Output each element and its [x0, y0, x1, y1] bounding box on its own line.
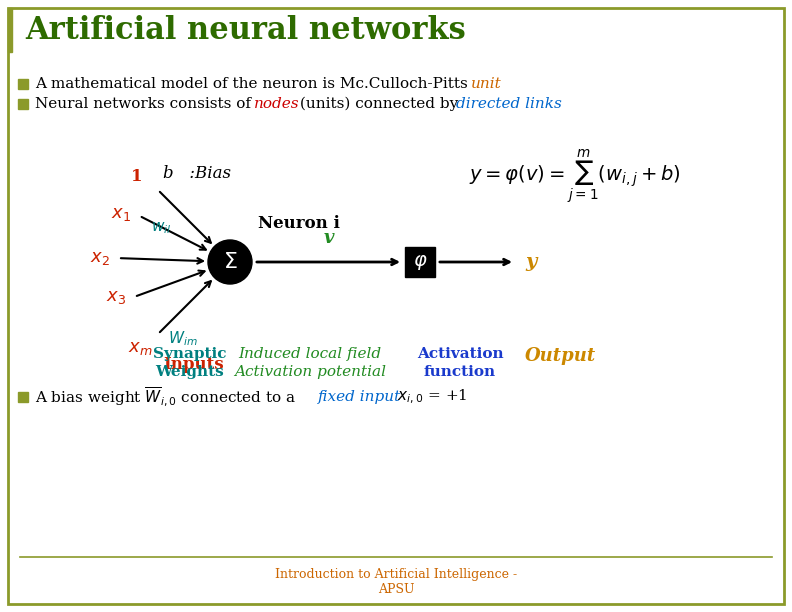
Text: 1: 1	[131, 168, 143, 185]
Text: $\Sigma$: $\Sigma$	[223, 252, 238, 272]
Text: Activation potential: Activation potential	[234, 365, 386, 379]
Text: Activation: Activation	[417, 347, 503, 361]
Text: Introduction to Artificial Intelligence -
APSU: Introduction to Artificial Intelligence …	[275, 568, 517, 596]
Text: function: function	[424, 365, 496, 379]
Text: b   :Bias: b :Bias	[163, 165, 231, 182]
Text: nodes: nodes	[254, 97, 299, 111]
Text: Inputs: Inputs	[163, 356, 223, 373]
Text: $x_2$: $x_2$	[90, 249, 110, 267]
Text: fixed input: fixed input	[318, 390, 402, 404]
Text: $x_{i,0}$ = +1: $x_{i,0}$ = +1	[393, 388, 467, 406]
Circle shape	[208, 240, 252, 284]
Text: (units) connected by: (units) connected by	[295, 97, 463, 111]
Bar	[8, 8, 12, 52]
Text: Output: Output	[524, 347, 596, 365]
Text: Artificial neural networks: Artificial neural networks	[25, 15, 466, 45]
Bar	[405, 247, 435, 277]
Text: unit: unit	[471, 77, 502, 91]
Text: $x_3$: $x_3$	[106, 288, 126, 306]
Text: Neuron i: Neuron i	[258, 215, 340, 232]
Text: $x_1$: $x_1$	[111, 204, 131, 223]
Text: $\varphi$: $\varphi$	[413, 253, 428, 272]
Text: $y = \varphi(v) = \sum_{j=1}^{m}(w_{i,j} + b)$: $y = \varphi(v) = \sum_{j=1}^{m}(w_{i,j}…	[469, 148, 681, 206]
Text: directed links: directed links	[456, 97, 562, 111]
Text: Weights: Weights	[155, 365, 224, 379]
Text: A mathematical model of the neuron is Mc.Culloch-Pitts: A mathematical model of the neuron is Mc…	[35, 77, 473, 91]
Text: $x_m$: $x_m$	[128, 339, 153, 357]
Text: A bias weight $\overline{W}_{i,0}$ connected to a: A bias weight $\overline{W}_{i,0}$ conne…	[35, 386, 296, 409]
Text: Induced local field: Induced local field	[238, 347, 382, 361]
Text: $W_{im}$: $W_{im}$	[168, 329, 197, 348]
Text: y: y	[525, 253, 536, 271]
Text: v: v	[323, 229, 333, 247]
Text: $w_{il}$: $w_{il}$	[151, 221, 171, 236]
Text: Neural networks consists of: Neural networks consists of	[35, 97, 256, 111]
Text: Synaptic: Synaptic	[153, 347, 227, 361]
